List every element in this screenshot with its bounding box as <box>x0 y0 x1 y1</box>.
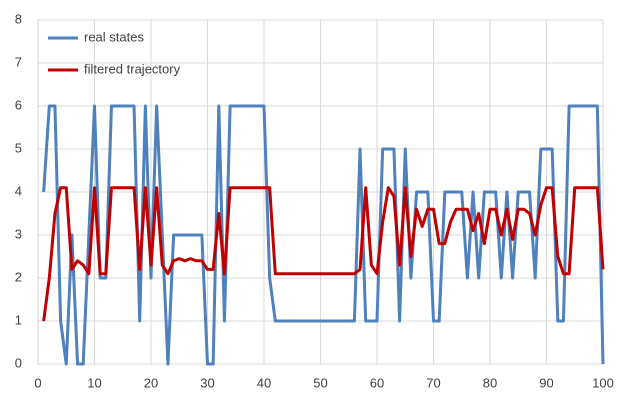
x-tick-label: 20 <box>144 375 158 390</box>
y-tick-label: 7 <box>15 54 22 69</box>
series-line <box>42 186 605 322</box>
legend-label: filtered trajectory <box>84 61 181 76</box>
y-tick-label: 5 <box>15 140 22 155</box>
x-tick-label: 60 <box>370 375 384 390</box>
y-tick-label: 8 <box>15 11 22 26</box>
y-tick-label: 2 <box>15 269 22 284</box>
x-tick-label: 50 <box>313 375 327 390</box>
x-tick-label: 40 <box>257 375 271 390</box>
x-tick-label: 90 <box>539 375 553 390</box>
x-tick-label: 80 <box>483 375 497 390</box>
x-tick-label: 0 <box>34 375 41 390</box>
x-tick-label: 30 <box>200 375 214 390</box>
y-tick-label: 1 <box>15 312 22 327</box>
legend-label: real states <box>84 29 144 44</box>
x-tick-label: 70 <box>426 375 440 390</box>
x-tick-label: 10 <box>87 375 101 390</box>
y-tick-label: 6 <box>15 97 22 112</box>
y-tick-label: 3 <box>15 226 22 241</box>
y-tick-label: 4 <box>15 183 22 198</box>
x-tick-label: 100 <box>592 375 614 390</box>
y-tick-label: 0 <box>15 355 22 370</box>
